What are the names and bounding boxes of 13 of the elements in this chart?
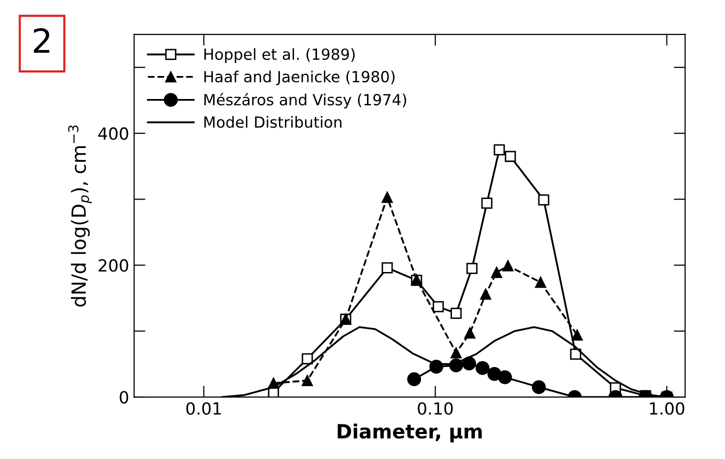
x-tick-label: 1.00 [650, 402, 684, 415]
legend-label: Haaf and Jaenicke (1980) [204, 70, 395, 86]
x-tick-label: 0.10 [418, 402, 453, 415]
text: 2 [34, 28, 50, 53]
legend-label: Model Distribution [204, 116, 342, 128]
legend-label: Mészáros and Vissy (1974) [204, 93, 406, 108]
y-tick-label: 400 [98, 127, 128, 140]
y-tick-label: 0 [120, 390, 128, 404]
legend-label: Hoppel et al. (1989) [204, 48, 355, 63]
y-axis-title: dN/d log(D$_{p}$), cm$^{−3}$ [68, 125, 92, 307]
x-tick-label: 0.01 [186, 402, 221, 415]
x-axis-title: Diameter, μm [338, 424, 482, 442]
y-tick-label: 200 [98, 259, 128, 272]
